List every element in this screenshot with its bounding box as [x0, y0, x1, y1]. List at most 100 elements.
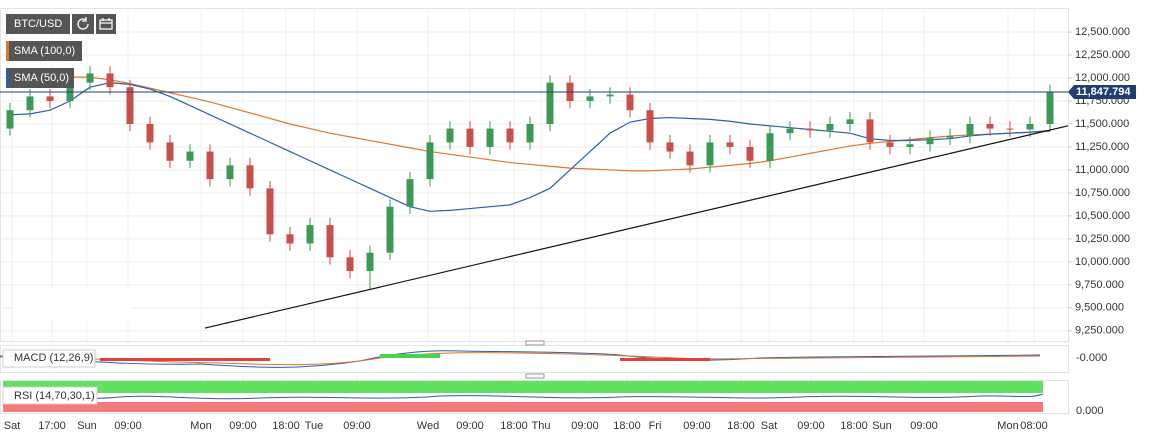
candle-body: [46, 96, 54, 102]
candle-body: [966, 123, 974, 136]
candle-body: [686, 151, 694, 166]
x-tick-label: 09:00: [456, 420, 484, 432]
macd-line: [0, 350, 1041, 368]
x-tick-label: 09:00: [910, 420, 938, 432]
last-price-label: 11,847.794: [1076, 86, 1131, 98]
candle-body: [626, 94, 634, 111]
y-tick-label: 11,500.000: [1075, 118, 1129, 130]
candle-body: [86, 73, 94, 83]
rsi-overbought-zone: [3, 381, 1043, 393]
legend: BTC/USD SMA (100,0) SMA (50,0) MACD (12,…: [2, 14, 116, 405]
rsi-label-box[interactable]: [2, 386, 98, 405]
x-tick-label: Sat: [4, 420, 21, 432]
sma-line: [9, 76, 1051, 172]
y-tick-label: 11,000.000: [1075, 164, 1129, 176]
candle-body: [786, 128, 794, 134]
refresh-icon: [77, 17, 89, 30]
candle-body: [466, 128, 474, 147]
x-tick-label: Thu: [532, 420, 551, 432]
rsi-label: RSI (14,70,30,1): [14, 390, 95, 402]
candle-body: [926, 137, 934, 145]
macd-label-box[interactable]: [2, 349, 96, 368]
x-tick-label: 18:00: [840, 420, 868, 432]
candle-body: [446, 128, 454, 143]
y-tick-label: 9,250.000: [1075, 325, 1124, 337]
y-tick-label: 10,750.000: [1075, 187, 1130, 199]
y-tick-label: 10,500.000: [1075, 210, 1130, 222]
x-tick-label: 09:00: [571, 420, 599, 432]
candle-body: [486, 128, 494, 147]
candle-body: [146, 123, 154, 143]
candle-body: [586, 96, 594, 102]
signal-line: [0, 352, 1041, 366]
candle-body: [826, 123, 834, 131]
calendar-button[interactable]: [96, 14, 116, 34]
candle-body: [1006, 128, 1014, 130]
candle-body: [666, 142, 674, 152]
macd-histogram: [380, 354, 440, 358]
sma50-swatch: [6, 68, 9, 88]
symbol-box[interactable]: [6, 14, 70, 34]
candle-body: [286, 234, 294, 244]
marks: [0, 66, 1069, 329]
sma50-box[interactable]: [6, 68, 74, 88]
candle-body: [1026, 123, 1034, 130]
y-tick-label: 10,250.000: [1075, 233, 1130, 245]
sma50-label: SMA (50,0): [14, 72, 69, 84]
macd-label: MACD (12,26,9): [14, 352, 93, 364]
macd-histogram: [100, 358, 270, 361]
candle-body: [846, 119, 854, 124]
sma100-swatch: [6, 41, 9, 61]
rsi-line: [2, 393, 1044, 400]
blank-panel: [14, 289, 131, 321]
candle-body: [526, 123, 534, 143]
candle-body: [406, 179, 414, 207]
candle-body: [946, 135, 954, 138]
x-tick-label: Sun: [872, 420, 892, 432]
x-tick-label: 09:00: [797, 420, 825, 432]
x-tick-label: 18:00: [500, 420, 528, 432]
pane-handle[interactable]: [525, 340, 545, 346]
candle-body: [226, 165, 234, 180]
y-tick-label: 12,250.000: [1075, 49, 1130, 61]
x-tick-label: 08:00: [1020, 420, 1048, 432]
candle-body: [726, 142, 734, 147]
candle-body: [986, 123, 994, 129]
x-tick-label: 09:00: [343, 420, 371, 432]
candle-body: [366, 252, 374, 272]
calendar-icon: [99, 18, 113, 30]
candle-body: [606, 94, 614, 97]
y-tick-label: 11,250.000: [1075, 141, 1129, 153]
trendline: [204, 125, 1069, 329]
y-tick-label: 12,500.000: [1075, 26, 1130, 38]
refresh-button[interactable]: [72, 14, 94, 34]
sma100-box[interactable]: [6, 41, 82, 61]
x-tick-label: Sun: [77, 420, 97, 432]
candle-body: [506, 128, 514, 143]
candle-body: [346, 257, 354, 272]
last-price-tag: [1068, 85, 1136, 100]
y-tick-label: 10,000.000: [1075, 256, 1130, 268]
rsi-oversold-zone: [3, 402, 1043, 412]
candle-body: [766, 133, 774, 161]
macd-histogram: [620, 358, 710, 361]
macd-axis-label: -0.000: [1076, 352, 1107, 364]
candle-body: [866, 119, 874, 143]
x-tick-label: 09:00: [114, 420, 142, 432]
y-tick-label: 9,750.000: [1075, 279, 1124, 291]
candle-body: [806, 128, 814, 131]
y-tick-label: 9,500.000: [1075, 302, 1124, 314]
x-tick-label: 18:00: [727, 420, 755, 432]
x-tick-label: Wed: [417, 420, 439, 432]
candle-body: [26, 96, 34, 111]
x-tick-label: 09:00: [229, 420, 257, 432]
pane-handle[interactable]: [525, 373, 545, 379]
candle-body: [186, 151, 194, 161]
rsi-axis-label: 0.000: [1076, 405, 1104, 417]
candle-body: [426, 142, 434, 180]
sma100-label: SMA (100,0): [14, 45, 75, 57]
sma-line: [9, 82, 1051, 212]
candle-body: [906, 144, 914, 147]
candle-body: [326, 225, 334, 258]
